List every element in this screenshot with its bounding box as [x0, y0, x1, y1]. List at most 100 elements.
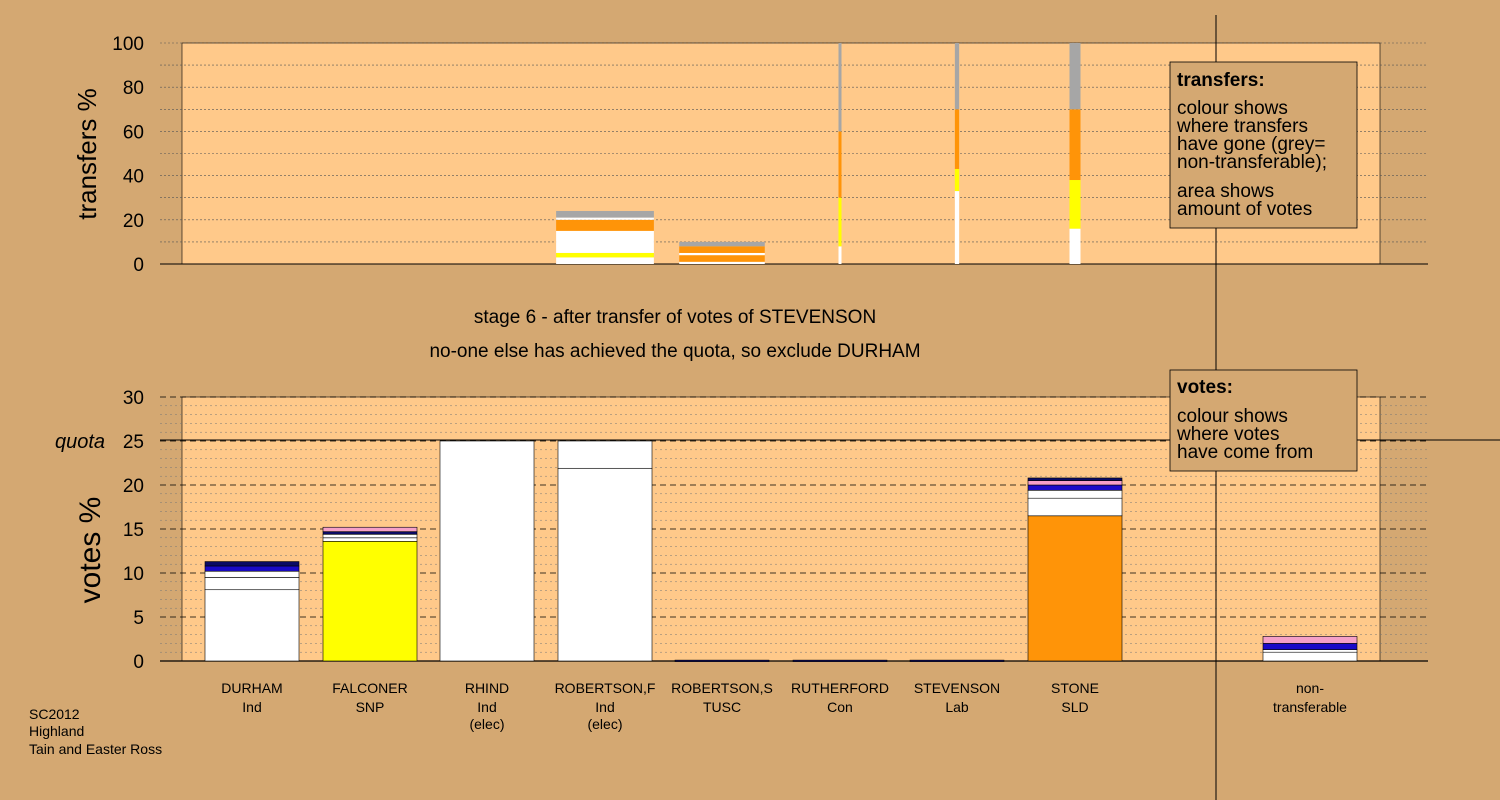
votes-legend: votes: colour shows where votes have com…: [1169, 369, 1358, 472]
transfer-segment: [556, 217, 654, 220]
candidate-name: RHIND: [465, 680, 509, 696]
vote-segment: [322, 541, 418, 662]
y-tick-label: 20: [123, 211, 144, 232]
transfer-segment: [954, 168, 960, 192]
vote-segment: [439, 440, 535, 662]
vote-segment: [204, 589, 300, 662]
transfers-legend-title: transfers:: [1177, 70, 1265, 91]
footer-line-council: Highland: [29, 723, 84, 739]
transfer-segment: [679, 261, 765, 264]
quota-label: quota: [55, 431, 105, 453]
transfers-legend-line: where transfers: [1176, 116, 1308, 137]
votes-legend-box: [1169, 369, 1358, 472]
vote-segment: [322, 526, 418, 532]
vote-segment: [674, 659, 770, 662]
vote-segment: [1262, 649, 1358, 653]
transfer-segment: [954, 109, 960, 169]
y-tick-label: 60: [123, 122, 144, 143]
y-tick-label: 25: [123, 432, 144, 453]
stage-subtitle: no-one else has achieved the quota, so e…: [429, 341, 920, 362]
votes-legend-title: votes:: [1177, 377, 1233, 398]
y-tick-label: 40: [123, 167, 144, 188]
vote-segment: [204, 570, 300, 578]
vote-segment: [909, 659, 1005, 662]
candidate-party: TUSC: [703, 699, 741, 715]
candidate-name: ROBERTSON,S: [671, 680, 773, 696]
transfers-legend-line: area shows: [1177, 181, 1274, 202]
vote-segment: [1262, 651, 1358, 662]
vote-segment: [557, 440, 653, 469]
candidate-name: non-: [1296, 680, 1324, 696]
candidate-name: STEVENSON: [914, 680, 1000, 696]
transfers-legend-box: [1169, 61, 1358, 229]
votes-legend-line: have come from: [1177, 442, 1313, 463]
candidate-party: Lab: [945, 699, 969, 715]
y-tick-label: 80: [123, 78, 144, 99]
transfer-segment: [679, 255, 765, 262]
transfer-segment: [1069, 228, 1081, 264]
candidate-note: (elec): [587, 716, 622, 732]
candidate-party: transferable: [1273, 699, 1347, 715]
transfers-bars: [556, 43, 1081, 264]
vote-segment: [1027, 484, 1123, 491]
transfer-segment: [838, 131, 842, 198]
votes-y-ticks: 0 5 10 15 20 25 30: [123, 388, 144, 673]
vote-segment: [1027, 497, 1123, 517]
vote-segment: [1027, 477, 1123, 481]
transfer-segment: [1069, 180, 1081, 229]
transfer-segment: [556, 219, 654, 231]
stage-title: stage 6 - after transfer of votes of STE…: [474, 307, 876, 328]
candidate-note: (elec): [469, 716, 504, 732]
transfers-y-ticks: 0 20 40 60 80 100: [112, 34, 144, 276]
transfer-segment: [556, 257, 654, 264]
y-tick-label: 30: [123, 388, 144, 409]
footer-info: SC2012 Highland Tain and Easter Ross: [29, 706, 162, 757]
transfers-legend-line: have gone (grey=: [1177, 134, 1325, 155]
vote-segment: [1027, 480, 1123, 486]
candidate-party: Ind: [595, 699, 614, 715]
vote-segment: [204, 565, 300, 572]
transfer-segment: [838, 197, 842, 247]
votes-legend-line: where votes: [1176, 424, 1279, 445]
votes-axis-label: votes %: [74, 497, 107, 604]
transfers-legend-line: non-transferable);: [1177, 152, 1327, 173]
y-tick-label: 0: [133, 652, 144, 673]
footer-line-ward: Tain and Easter Ross: [29, 741, 162, 757]
candidate-party: Ind: [477, 699, 496, 715]
candidate-party: SLD: [1061, 699, 1088, 715]
candidate-name: RUTHERFORD: [791, 680, 889, 696]
vote-segment: [557, 467, 653, 662]
vote-segment: [1262, 643, 1358, 650]
footer-line-election: SC2012: [29, 706, 80, 722]
votes-legend-line: colour shows: [1177, 406, 1288, 427]
candidate-name: ROBERTSON,F: [555, 680, 656, 696]
vote-segment: [204, 561, 300, 567]
y-tick-label: 100: [112, 34, 144, 55]
candidate-party: Ind: [242, 699, 261, 715]
y-tick-label: 10: [123, 564, 144, 585]
candidate-labels: DURHAMIndFALCONERSNPRHINDInd(elec)ROBERT…: [221, 680, 1347, 732]
y-tick-label: 0: [133, 255, 144, 276]
transfer-segment: [1069, 109, 1081, 181]
transfer-segment: [679, 241, 765, 247]
transfer-segment: [1069, 43, 1081, 110]
vote-segment: [1262, 636, 1358, 644]
y-tick-label: 5: [133, 608, 144, 629]
transfer-segment: [838, 43, 842, 132]
transfer-segment: [556, 210, 654, 218]
vote-segment: [322, 531, 418, 535]
vote-segment: [322, 533, 418, 539]
transfer-segment: [679, 246, 765, 253]
vote-segment: [322, 537, 418, 542]
transfers-axis-label: transfers %: [72, 88, 102, 220]
vote-segment: [1027, 489, 1123, 499]
y-tick-label: 15: [123, 520, 144, 541]
votes-bars: [204, 440, 1358, 662]
transfer-segment: [679, 252, 765, 256]
candidate-party: Con: [827, 699, 853, 715]
transfer-segment: [838, 246, 842, 264]
transfers-legend-line: colour shows: [1177, 98, 1288, 119]
y-tick-label: 20: [123, 476, 144, 497]
